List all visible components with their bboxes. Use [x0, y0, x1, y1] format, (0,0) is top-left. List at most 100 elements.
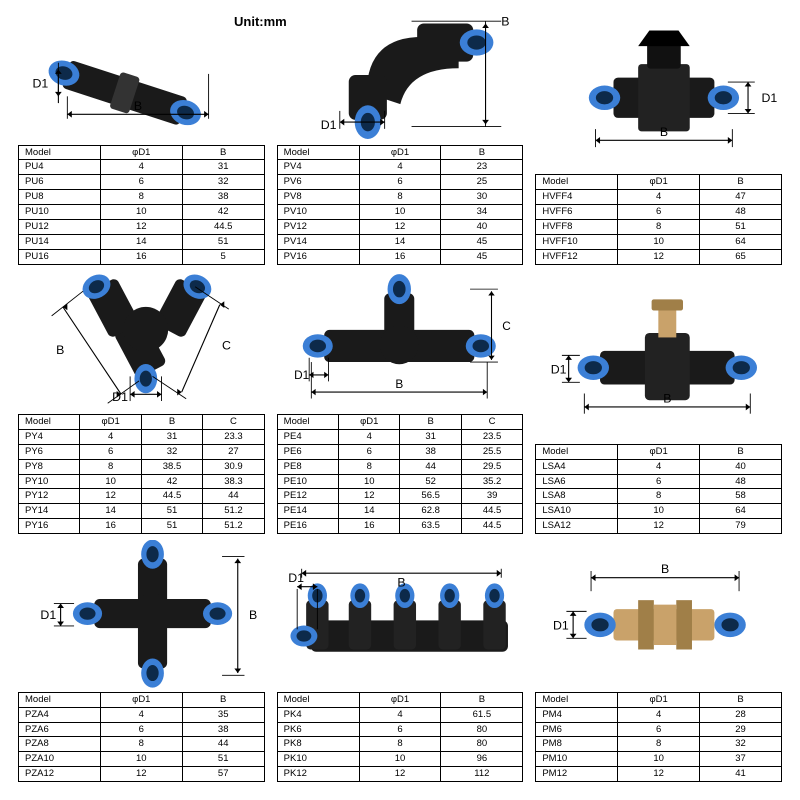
- table-cell: 12: [100, 219, 182, 234]
- table-header-cell: B: [441, 145, 523, 160]
- table-cell: 65: [700, 249, 782, 264]
- table-row: PU6632: [19, 175, 265, 190]
- cell-hvff: D1 BModelφD1BHVFF4447HVFF6648HVFF8851HVF…: [535, 10, 782, 265]
- table-cell: 44.5: [461, 504, 522, 519]
- table-row: PV141445: [277, 234, 523, 249]
- table-row: PV161645: [277, 249, 523, 264]
- table-row: HVFF4447: [536, 190, 782, 205]
- table-row: PE663825.5: [277, 444, 523, 459]
- table-cell: 23.5: [461, 429, 522, 444]
- table-cell: HVFF8: [536, 219, 618, 234]
- table-cell: 6: [339, 444, 400, 459]
- table-cell: 47: [700, 190, 782, 205]
- svg-text:B: B: [664, 391, 672, 405]
- table-cell: PY14: [19, 504, 80, 519]
- table-header-cell: Model: [536, 175, 618, 190]
- table-cell: PZA10: [19, 752, 101, 767]
- table-cell: 32: [700, 737, 782, 752]
- table-cell: 38.5: [141, 459, 202, 474]
- table-row: PK1212112: [277, 767, 523, 782]
- cell-pza: D1 BModelφD1BPZA4435PZA6638PZA8844PZA101…: [18, 540, 265, 782]
- table-header-cell: φD1: [618, 175, 700, 190]
- table-cell: PE10: [277, 474, 338, 489]
- table-cell: 8: [618, 489, 700, 504]
- table-cell: 25: [441, 175, 523, 190]
- table-cell: PV4: [277, 160, 359, 175]
- table-cell: 48: [700, 474, 782, 489]
- table-row: PU101042: [19, 205, 265, 220]
- table-row: PZA4435: [19, 707, 265, 722]
- table-row: PM8832: [536, 737, 782, 752]
- table-cell: 14: [100, 234, 182, 249]
- table-cell: 40: [441, 219, 523, 234]
- table-cell: PY8: [19, 459, 80, 474]
- table-cell: 12: [80, 489, 141, 504]
- table-cell: 42: [141, 474, 202, 489]
- table-cell: 5: [182, 249, 264, 264]
- table-header-cell: B: [182, 145, 264, 160]
- svg-text:B: B: [395, 377, 403, 390]
- table-cell: 52: [400, 474, 461, 489]
- table-row: PE161663.544.5: [277, 519, 523, 534]
- table-cell: PU6: [19, 175, 101, 190]
- table-cell: PZA8: [19, 737, 101, 752]
- table-cell: HVFF12: [536, 249, 618, 264]
- svg-text:D1: D1: [762, 91, 778, 105]
- table-header-cell: φD1: [359, 692, 441, 707]
- table-row: LSA101064: [536, 504, 782, 519]
- cell-pm: D1 BModelφD1BPM4428PM6629PM8832PM101037P…: [535, 540, 782, 782]
- table-header-cell: B: [182, 692, 264, 707]
- table-cell: 63.5: [400, 519, 461, 534]
- diagram-lsa: D1 B: [535, 271, 782, 444]
- table-cell: PK8: [277, 737, 359, 752]
- table-cell: LSA10: [536, 504, 618, 519]
- table-cell: 8: [100, 737, 182, 752]
- svg-text:D1: D1: [320, 118, 336, 132]
- table-cell: LSA8: [536, 489, 618, 504]
- table-cell: 31: [400, 429, 461, 444]
- table-cell: 38: [182, 722, 264, 737]
- table-cell: HVFF10: [536, 234, 618, 249]
- table-header-cell: φD1: [339, 415, 400, 430]
- table-cell: 27: [203, 444, 264, 459]
- cell-pv: D1 BModelφD1BPV4423PV6625PV8830PV101034P…: [277, 10, 524, 265]
- table-cell: HVFF4: [536, 190, 618, 205]
- table-row: PY8838.530.9: [19, 459, 265, 474]
- table-header-cell: B: [400, 415, 461, 430]
- table-cell: 30: [441, 190, 523, 205]
- spec-table-pza: ModelφD1BPZA4435PZA6638PZA8844PZA101051P…: [18, 692, 265, 782]
- diagram-pu: D1 B: [18, 10, 265, 145]
- table-cell: PY6: [19, 444, 80, 459]
- table-cell: 10: [100, 205, 182, 220]
- svg-text:C: C: [502, 319, 511, 332]
- table-cell: PM10: [536, 752, 618, 767]
- table-row: PE884429.5: [277, 459, 523, 474]
- table-cell: 4: [618, 459, 700, 474]
- table-cell: 56.5: [400, 489, 461, 504]
- table-cell: 10: [618, 504, 700, 519]
- table-cell: 10: [359, 752, 441, 767]
- table-header-cell: B: [441, 692, 523, 707]
- table-cell: 12: [359, 767, 441, 782]
- table-cell: 4: [100, 160, 182, 175]
- table-cell: 12: [618, 519, 700, 534]
- table-cell: 51: [700, 219, 782, 234]
- table-header-cell: C: [203, 415, 264, 430]
- table-cell: PU16: [19, 249, 101, 264]
- table-cell: 25.5: [461, 444, 522, 459]
- table-cell: 80: [441, 737, 523, 752]
- table-cell: 10: [100, 752, 182, 767]
- table-header-cell: B: [700, 692, 782, 707]
- cell-py: B D1 CModelφD1BCPY443123.3PY663227PY8838…: [18, 271, 265, 535]
- table-cell: 48: [700, 205, 782, 220]
- svg-text:D1: D1: [551, 362, 567, 376]
- table-cell: 30.9: [203, 459, 264, 474]
- table-cell: 8: [618, 219, 700, 234]
- table-cell: PY10: [19, 474, 80, 489]
- svg-text:D1: D1: [40, 608, 56, 622]
- spec-table-pe: ModelφD1BCPE443123.5PE663825.5PE884429.5…: [277, 414, 524, 534]
- table-header-cell: φD1: [100, 692, 182, 707]
- table-cell: PV12: [277, 219, 359, 234]
- table-row: PK101096: [277, 752, 523, 767]
- table-cell: 12: [618, 767, 700, 782]
